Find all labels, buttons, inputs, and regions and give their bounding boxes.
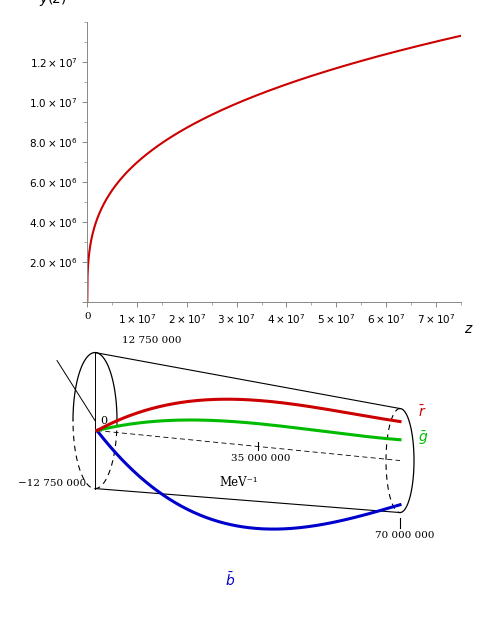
Text: 35 000 000: 35 000 000 (230, 453, 289, 462)
Text: 70 000 000: 70 000 000 (375, 530, 434, 539)
Text: −12 750 000: −12 750 000 (18, 478, 86, 488)
Text: 12 750 000: 12 750 000 (122, 336, 181, 345)
Text: $\bar{r}$: $\bar{r}$ (417, 404, 425, 420)
Text: $y(z)$: $y(z)$ (39, 0, 66, 8)
Text: MeV⁻¹: MeV⁻¹ (219, 476, 257, 488)
Text: 0: 0 (100, 415, 107, 425)
Text: $z$: $z$ (464, 322, 473, 336)
Text: $\bar{g}$: $\bar{g}$ (417, 429, 427, 446)
Text: $\bar{b}$: $\bar{b}$ (225, 570, 235, 588)
